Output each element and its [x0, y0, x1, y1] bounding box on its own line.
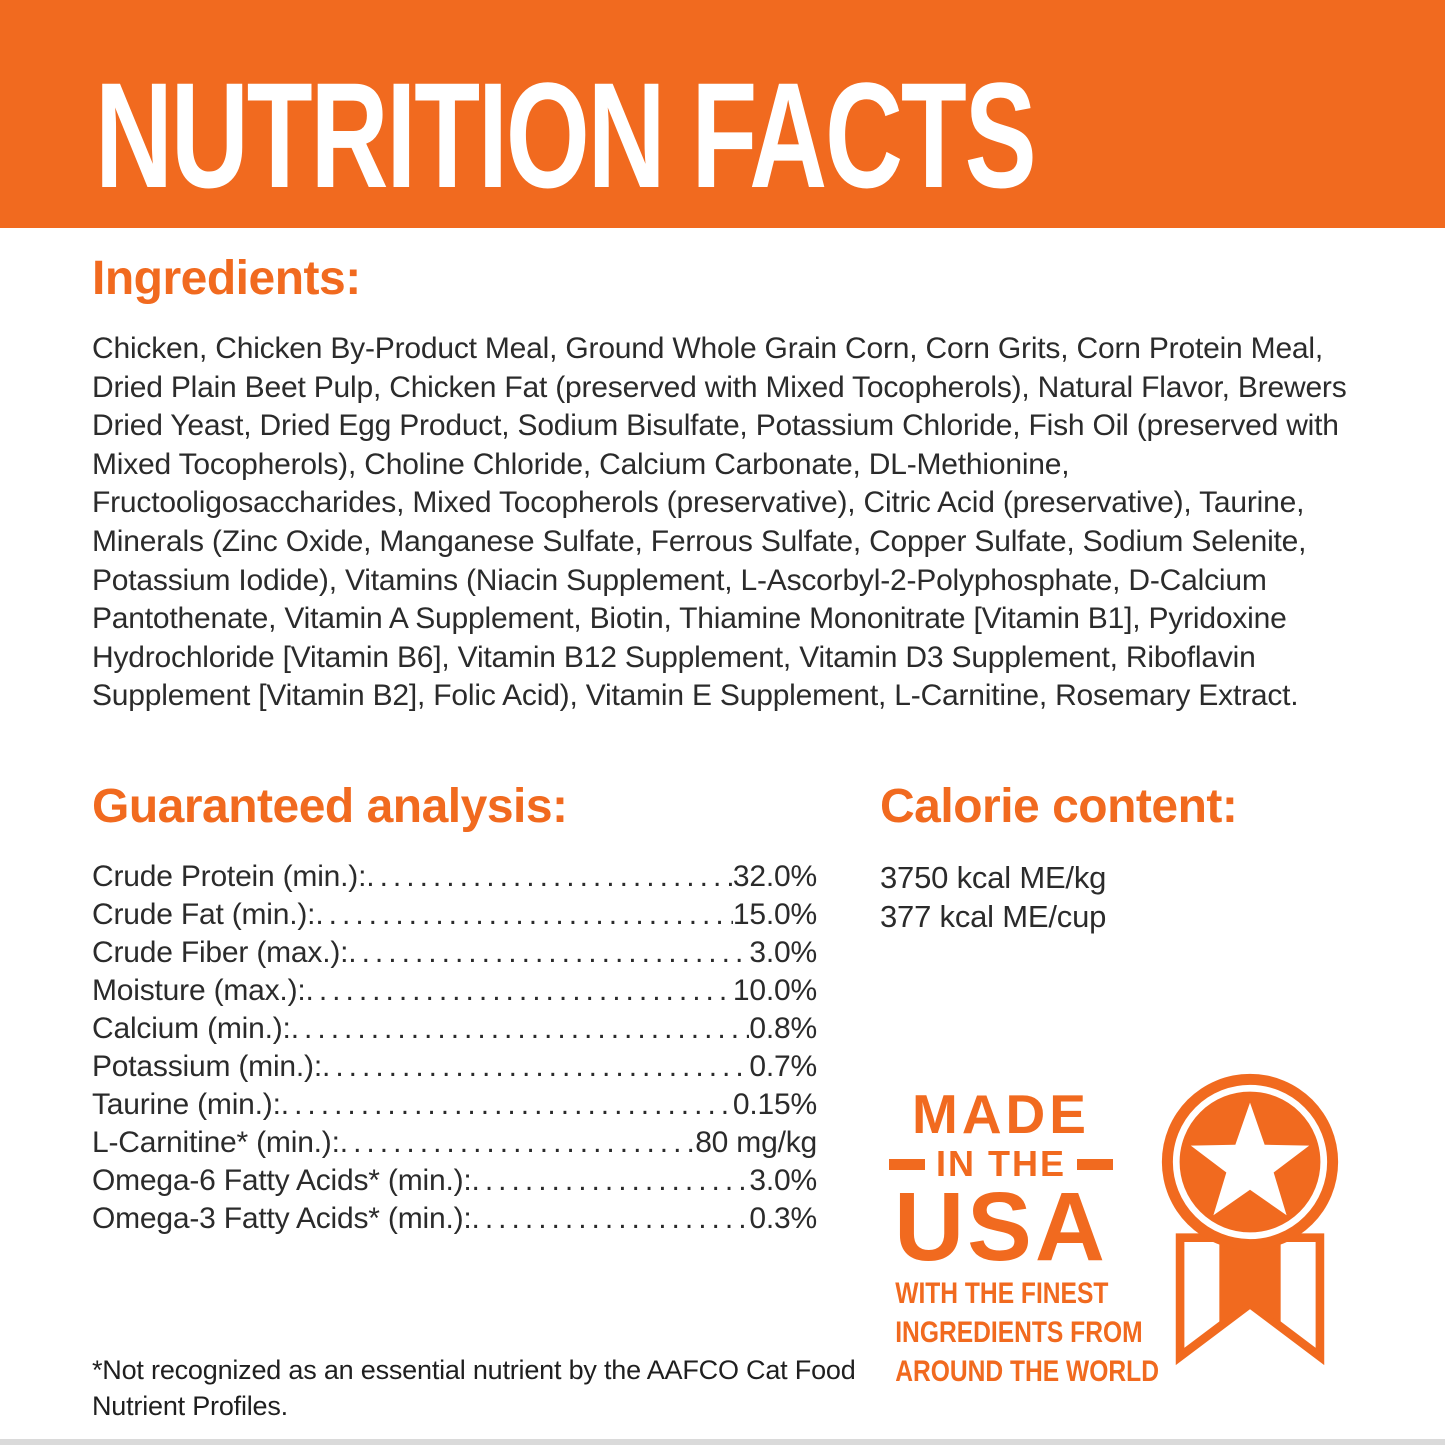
usa-badge-tagline-line1: WITH THE FINEST [895, 1277, 1109, 1310]
analysis-value: 0.7% [749, 1050, 817, 1083]
analysis-label: Taurine (min.): [92, 1088, 281, 1121]
dot-leader [472, 1202, 750, 1236]
footnote: *Not recognized as an essential nutrient… [92, 1355, 856, 1421]
analysis-label: Moisture (max.): [92, 974, 306, 1007]
dash-right [1077, 1158, 1113, 1170]
calorie-kg-value: 3750 kcal ME/kg [880, 860, 1107, 895]
analysis-label: Crude Fiber (max.): [92, 936, 349, 969]
analysis-label: Calcium (min.): [92, 1012, 291, 1045]
dot-leader [306, 974, 733, 1008]
dot-leader [291, 1012, 750, 1046]
analysis-row: Moisture (max.): 10.0% [92, 974, 817, 1012]
dot-leader [348, 936, 749, 970]
dot-leader [315, 898, 733, 932]
header-banner: NUTRITION FACTS [0, 0, 1445, 228]
usa-badge-made: MADE [912, 1083, 1090, 1145]
analysis-label: Omega-6 Fatty Acids* (min.): [92, 1164, 472, 1197]
analysis-label: Potassium (min.): [92, 1050, 322, 1083]
analysis-value: 15.0% [732, 898, 817, 931]
analysis-row: Crude Fiber (max.): 3.0% [92, 936, 817, 974]
calorie-cup-value: 377 kcal ME/cup [880, 899, 1107, 934]
analysis-value: 3.0% [749, 936, 817, 969]
analysis-row: Taurine (min.): 0.15% [92, 1088, 817, 1126]
usa-badge-tagline-line2: INGREDIENTS FROM [895, 1316, 1143, 1349]
analysis-row: Crude Fat (min.): 15.0% [92, 898, 817, 936]
dash-left [888, 1158, 925, 1170]
analysis-row: Crude Protein (min.): 32.0% [92, 860, 817, 898]
scan-edge-strip [0, 1439, 1445, 1445]
usa-badge-tagline-line3: AROUND THE WORLD [895, 1355, 1159, 1388]
dot-leader [322, 1050, 749, 1084]
usa-badge-in-the: IN THE [872, 1146, 1130, 1182]
analysis-value: 80 mg/kg [695, 1126, 817, 1159]
analysis-row: Potassium (min.): 0.7% [92, 1050, 817, 1088]
award-ribbon-star-icon [1161, 1073, 1339, 1366]
dot-leader [281, 1088, 733, 1122]
dot-leader [472, 1164, 750, 1198]
calorie-content-heading: Calorie content: [880, 780, 1238, 833]
calorie-content-values: 3750 kcal ME/kg 377 kcal ME/cup [880, 858, 1106, 936]
dot-leader [366, 860, 733, 894]
analysis-value: 32.0% [732, 860, 817, 893]
analysis-value: 3.0% [749, 1164, 817, 1197]
guaranteed-analysis-list: Crude Protein (min.): 32.0% Crude Fat (m… [92, 860, 817, 1240]
analysis-label: Omega-3 Fatty Acids* (min.): [92, 1202, 472, 1235]
analysis-label: Crude Fat (min.): [92, 898, 316, 931]
guaranteed-analysis-heading: Guaranteed analysis: [92, 780, 568, 833]
ingredients-text: Chicken, Chicken By-Product Meal, Ground… [92, 332, 1347, 713]
analysis-value: 0.15% [732, 1088, 817, 1121]
page-title: NUTRITION FACTS [95, 51, 1037, 219]
usa-badge-usa: USA [894, 1172, 1108, 1281]
analysis-label: L-Carnitine* (min.): [92, 1126, 340, 1159]
analysis-row: Calcium (min.): 0.8% [92, 1012, 817, 1050]
analysis-row: L-Carnitine* (min.): 80 mg/kg [92, 1126, 817, 1164]
dot-leader [340, 1126, 695, 1160]
analysis-row: Omega-3 Fatty Acids* (min.): 0.3% [92, 1202, 817, 1240]
analysis-value: 0.3% [749, 1202, 817, 1235]
analysis-value: 10.0% [732, 974, 817, 1007]
analysis-value: 0.8% [749, 1012, 817, 1045]
analysis-row: Omega-6 Fatty Acids* (min.): 3.0% [92, 1164, 817, 1202]
ingredients-heading: Ingredients: [92, 252, 361, 305]
analysis-label: Crude Protein (min.): [92, 860, 367, 893]
usa-badge-in-the-label: IN THE [935, 1143, 1066, 1184]
made-in-usa-badge: MADE IN THE USA WITH THE FINEST INGREDIE… [872, 1083, 1159, 1388]
